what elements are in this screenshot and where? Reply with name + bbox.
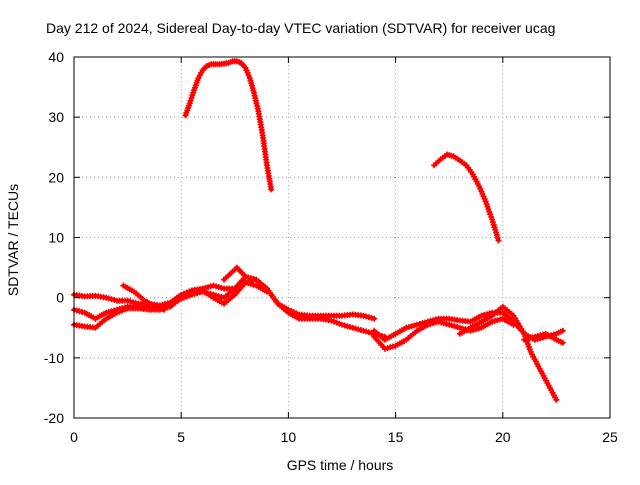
x-axis-title: GPS time / hours — [287, 457, 394, 473]
data-layer — [71, 58, 566, 403]
y-tick-label: 30 — [48, 109, 64, 125]
grid-layer — [74, 57, 610, 418]
data-point-marker — [242, 273, 249, 280]
data-point-marker — [371, 315, 378, 322]
x-tick-label: 10 — [281, 429, 297, 445]
chart-title: Day 212 of 2024, Sidereal Day-to-day VTE… — [46, 20, 555, 36]
series-arc-7 — [431, 151, 502, 244]
x-tick-label: 25 — [602, 429, 618, 445]
data-point-marker — [553, 396, 560, 403]
x-tick-label: 15 — [388, 429, 404, 445]
data-point-marker — [268, 186, 275, 193]
y-tick-label: 40 — [48, 49, 64, 65]
y-tick-label: 20 — [48, 169, 64, 185]
y-tick-label: 10 — [48, 230, 64, 246]
data-point-marker — [495, 237, 502, 244]
y-axis-title: SDTVAR / TECUs — [5, 184, 21, 296]
y-tick-label: 0 — [56, 290, 64, 306]
data-point-marker — [510, 321, 517, 328]
series-arc-11 — [521, 330, 566, 346]
x-tick-label: 0 — [70, 429, 78, 445]
series-arc-3 — [71, 279, 270, 331]
series-arc-4 — [120, 282, 167, 313]
series-line — [222, 265, 248, 282]
series-arc-2 — [71, 273, 388, 340]
y-tick-label: -10 — [44, 350, 64, 366]
y-tick-label: -20 — [44, 410, 64, 426]
data-point-marker — [559, 327, 566, 334]
series-arc-6 — [182, 58, 275, 193]
x-tick-label: 20 — [495, 429, 511, 445]
data-point-marker — [264, 288, 270, 295]
series-arc-10 — [456, 303, 560, 403]
data-point-marker — [559, 339, 566, 346]
series-arc-9 — [371, 315, 517, 352]
data-point-marker — [161, 306, 167, 313]
x-tick-label: 5 — [177, 429, 185, 445]
tick-layer: 0 5 10 15 20 25 -20 -10 0 10 20 30 40 — [44, 49, 618, 445]
series-arc-5 — [221, 264, 249, 283]
